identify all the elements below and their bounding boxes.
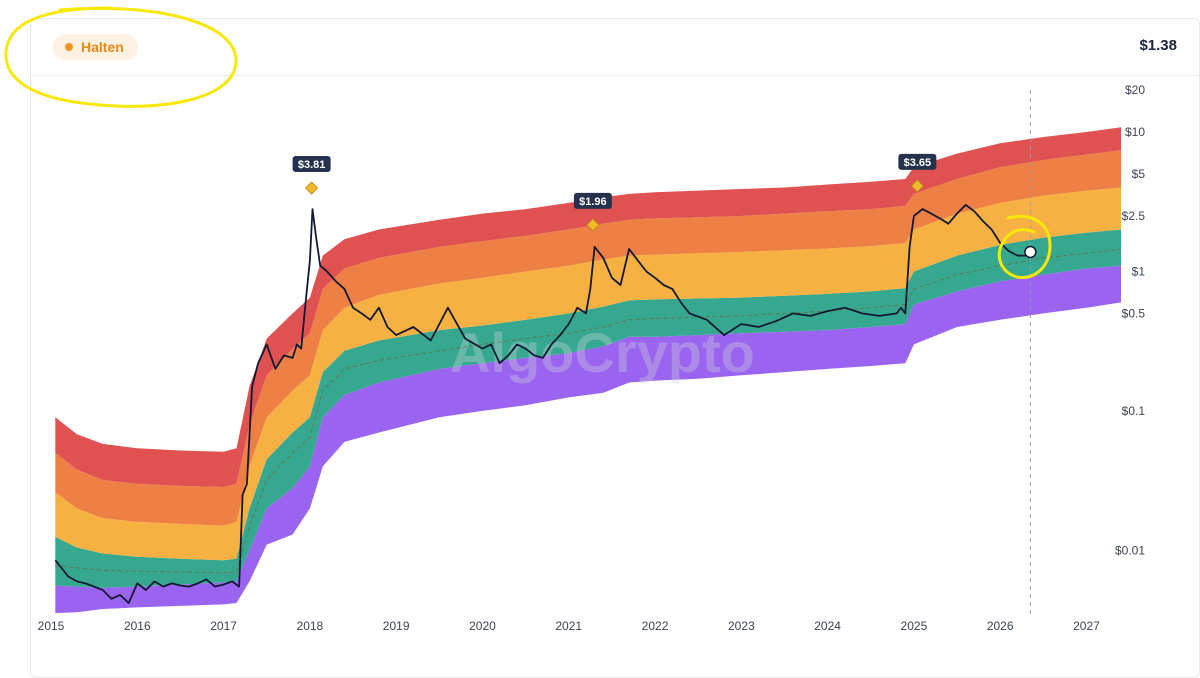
- x-tick-label: 2026: [987, 619, 1014, 633]
- signal-badge[interactable]: Halten: [53, 34, 138, 60]
- peak-diamond-icon: [586, 218, 600, 232]
- band-1: [55, 265, 1121, 614]
- band-4: [55, 150, 1121, 526]
- fair-value-dashed-line: [55, 248, 1122, 574]
- y-tick-label: $5: [1132, 167, 1146, 181]
- y-tick-label: $20: [1125, 83, 1145, 97]
- y-tick-label: $10: [1125, 125, 1145, 139]
- peak-label: $3.81: [298, 159, 326, 171]
- peak-diamond-icon: [910, 179, 924, 193]
- y-tick-label: $1: [1132, 264, 1146, 278]
- band-2: [55, 229, 1121, 588]
- x-tick-label: 2018: [297, 619, 324, 633]
- signal-label: Halten: [81, 39, 124, 55]
- x-tick-label: 2024: [814, 619, 841, 633]
- peak-label: $1.96: [579, 196, 607, 208]
- peak-label: $3.65: [904, 157, 932, 169]
- x-tick-label: 2019: [383, 619, 410, 633]
- y-axis-ticks: $20 $10 $5 $2.5 $1 $0.5 $0.1 $0.01: [1115, 83, 1145, 557]
- signal-dot-icon: [65, 43, 73, 51]
- highlight-circle-current: [997, 214, 1052, 279]
- band-5: [55, 127, 1121, 488]
- current-price: $1.38: [1139, 37, 1177, 54]
- rainbow-bands: [55, 127, 1121, 614]
- chart-header: Halten $1.38: [31, 19, 1199, 76]
- y-tick-label: $0.5: [1122, 306, 1146, 320]
- peak-markers: $3.81 $1.96 $3.65: [292, 153, 937, 232]
- price-series: [54, 204, 1037, 604]
- peak-diamond-icon: [305, 181, 319, 195]
- highlight-ellipse-header: [4, 6, 238, 108]
- fair-value-line: [55, 248, 1122, 574]
- watermark: AlgoCrypto: [450, 321, 755, 384]
- y-tick-label: $2.5: [1122, 209, 1146, 223]
- highlight-annotations: [4, 6, 1052, 279]
- x-tick-label: 2020: [469, 619, 496, 633]
- y-tick-label: $0.1: [1122, 404, 1146, 418]
- band-3: [55, 187, 1121, 561]
- x-tick-label: 2022: [642, 619, 669, 633]
- price-line: [54, 204, 1031, 604]
- peak-label-box: [898, 153, 937, 170]
- x-tick-label: 2027: [1073, 619, 1100, 633]
- rainbow-chart[interactable]: AlgoCrypto $3.81$1.96$3.65 $20$10$5$2.5$…: [0, 0, 1200, 657]
- x-tick-label: 2021: [555, 619, 582, 633]
- peak-label-box: [292, 156, 331, 173]
- peak-label-box: [573, 192, 612, 209]
- x-tick-label: 2023: [728, 619, 755, 633]
- current-price-point: [1024, 245, 1037, 259]
- y-tick-label: $0.01: [1115, 543, 1145, 557]
- x-axis-ticks: 2015 2016 2017 2018 2019 2020 2021 2022 2023 2024…: [38, 619, 1101, 633]
- x-tick-label: 2015: [38, 619, 65, 633]
- x-tick-label: 2016: [124, 619, 151, 633]
- x-tick-label: 2017: [210, 619, 237, 633]
- x-tick-label: 2025: [901, 619, 928, 633]
